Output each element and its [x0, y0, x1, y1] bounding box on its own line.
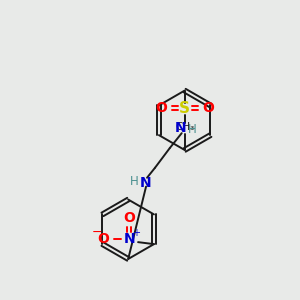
Text: N: N: [140, 176, 152, 190]
Text: S: S: [179, 101, 190, 116]
Text: H: H: [130, 175, 139, 188]
Text: +: +: [132, 228, 140, 238]
Text: CH₃: CH₃: [175, 122, 194, 132]
Text: O: O: [123, 212, 135, 225]
Text: −: −: [91, 226, 102, 239]
Text: O: O: [98, 232, 110, 246]
Text: O: O: [155, 101, 167, 116]
Text: O: O: [202, 101, 214, 116]
Text: H: H: [188, 123, 197, 136]
Text: N: N: [175, 121, 187, 135]
Text: N: N: [123, 232, 135, 246]
